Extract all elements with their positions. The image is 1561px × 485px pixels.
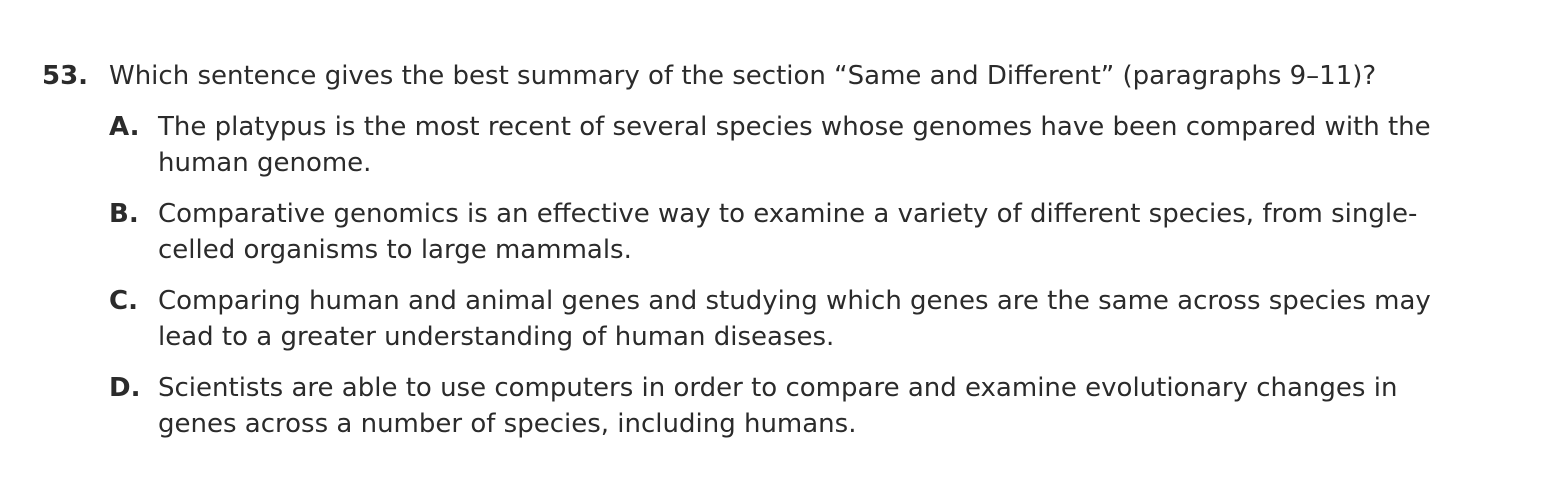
choice-letter: C.: [109, 286, 138, 316]
choice-text: Comparative genomics is an effective way…: [158, 199, 1418, 265]
choice-c[interactable]: C. Comparing human and animal genes and …: [109, 283, 1542, 355]
choice-text: The platypus is the most recent of sever…: [158, 112, 1431, 178]
choice-text: Scientists are able to use computers in …: [158, 373, 1398, 439]
choice-a[interactable]: A. The platypus is the most recent of se…: [109, 109, 1542, 181]
choice-letter: B.: [109, 199, 139, 229]
question-stem: 53. Which sentence gives the best summar…: [42, 58, 1542, 94]
choice-d[interactable]: D. Scientists are able to use computers …: [109, 370, 1542, 442]
choice-letter: D.: [109, 373, 141, 403]
question-number: 53.: [42, 61, 89, 91]
choice-text: Comparing human and animal genes and stu…: [158, 286, 1431, 352]
question-block: 53. Which sentence gives the best summar…: [42, 58, 1542, 457]
choice-b[interactable]: B. Comparative genomics is an effective …: [109, 196, 1542, 268]
question-text: Which sentence gives the best summary of…: [109, 61, 1377, 91]
answer-choices: A. The platypus is the most recent of se…: [109, 109, 1542, 442]
choice-letter: A.: [109, 112, 140, 142]
